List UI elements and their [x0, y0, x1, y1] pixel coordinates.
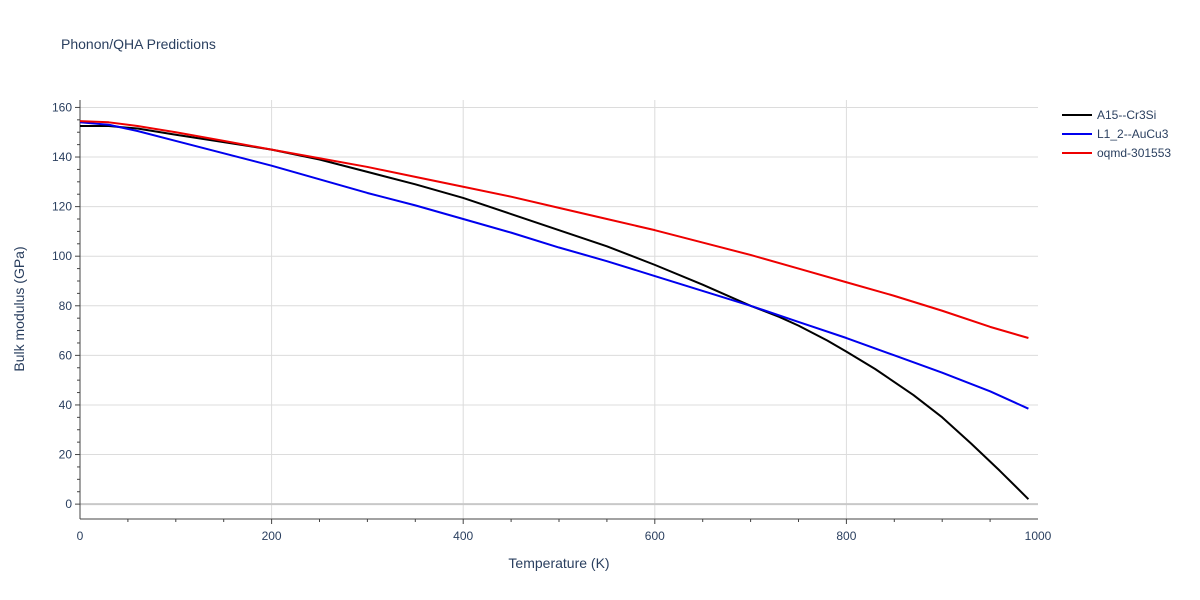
series-line-1	[79, 121, 1029, 410]
axes: 0 200 400 600 800 1000 0 20 40 60 80 100 120 140 160	[52, 100, 1052, 543]
y-tick-label: 0	[65, 497, 72, 511]
x-axis-title: Temperature (K)	[508, 555, 609, 571]
legend-label: L1_2--AuCu3	[1097, 127, 1169, 141]
x-tick-label: 800	[836, 529, 856, 543]
x-tick-label: 400	[453, 529, 473, 543]
x-tick-label: 600	[645, 529, 665, 543]
series-line-0	[80, 125, 1030, 500]
legend-item-1[interactable]: L1_2--AuCu3	[1062, 127, 1169, 141]
grid-layer	[80, 100, 1038, 519]
x-tick-label: 200	[262, 529, 282, 543]
y-tick-label: 40	[59, 398, 73, 412]
y-tick-label: 100	[52, 249, 72, 263]
series-line-2	[79, 120, 1029, 339]
chart-title: Phonon/QHA Predictions	[61, 36, 216, 52]
y-tick-label: 80	[59, 299, 73, 313]
series-layer	[79, 120, 1030, 500]
legend-label: A15--Cr3Si	[1097, 108, 1156, 122]
y-tick-label: 140	[52, 150, 72, 164]
y-axis-title: Bulk modulus (GPa)	[11, 246, 27, 371]
legend-item-2[interactable]: oqmd-301553	[1062, 146, 1171, 160]
legend[interactable]: A15--Cr3Si L1_2--AuCu3 oqmd-301553	[1062, 108, 1171, 160]
y-tick-label: 160	[52, 100, 72, 114]
legend-label: oqmd-301553	[1097, 146, 1171, 160]
legend-item-0[interactable]: A15--Cr3Si	[1062, 108, 1156, 122]
x-tick-label: 1000	[1025, 529, 1052, 543]
y-tick-label: 60	[59, 348, 73, 362]
y-tick-label: 20	[59, 448, 73, 462]
x-tick-label: 0	[77, 529, 84, 543]
y-tick-label: 120	[52, 200, 72, 214]
